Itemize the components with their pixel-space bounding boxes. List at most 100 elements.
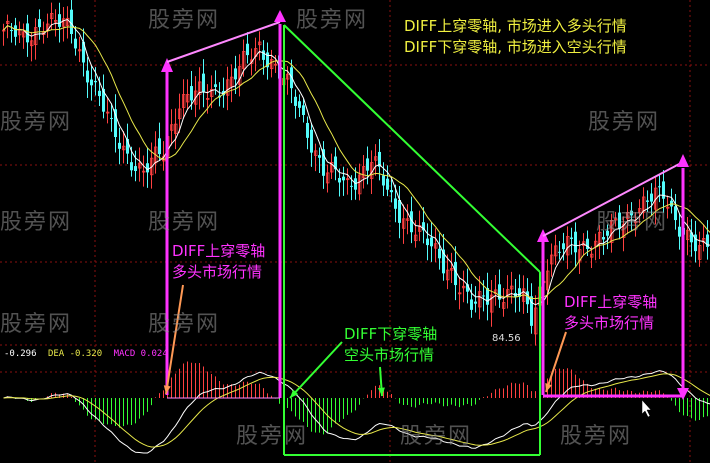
candle	[258, 41, 262, 46]
note-top-1: DIFF上穿零轴, 市场进入多头行情	[404, 17, 627, 35]
candle	[150, 157, 154, 176]
candle	[482, 295, 485, 297]
candle	[66, 17, 70, 26]
pointer-arrow-left	[165, 284, 184, 395]
candle	[270, 59, 274, 70]
watermark: 股旁网	[0, 210, 73, 235]
candle	[426, 238, 429, 246]
candle	[102, 88, 105, 112]
note-mid-1: DIFF下穿零轴	[344, 325, 438, 343]
pointer-arrow-icon	[545, 383, 552, 392]
candle	[586, 238, 589, 250]
pointer-arrow-icon	[163, 385, 171, 394]
candle	[202, 73, 205, 92]
candle	[562, 243, 565, 250]
note-right-2: 多头市场行情	[564, 314, 655, 332]
candle	[390, 190, 393, 193]
candle	[510, 285, 514, 290]
candle	[138, 162, 142, 169]
candle	[606, 230, 609, 236]
candle	[638, 208, 642, 214]
candle	[406, 218, 410, 221]
candle	[214, 84, 217, 87]
candle	[366, 158, 369, 171]
arrow-up-icon	[161, 58, 173, 72]
candle	[122, 145, 126, 151]
pointer-arrow-right	[545, 331, 567, 393]
candle	[498, 284, 501, 300]
candle	[302, 105, 305, 116]
candle	[198, 81, 202, 95]
candle	[306, 122, 309, 138]
candle	[582, 241, 586, 246]
candle	[570, 237, 573, 239]
candle	[350, 185, 353, 187]
annotation-left-trendline	[166, 21, 281, 63]
candle	[10, 30, 13, 32]
candle	[114, 109, 117, 138]
candle	[262, 50, 265, 60]
candle	[422, 222, 425, 231]
candle	[690, 232, 693, 243]
candle	[602, 237, 605, 240]
candle	[74, 38, 77, 49]
diff-line	[3, 370, 710, 454]
candle	[414, 234, 418, 242]
candle	[246, 43, 249, 56]
candle	[130, 162, 133, 171]
pointer-arrow-icon	[377, 387, 385, 396]
candle	[378, 151, 381, 167]
arrow-up-icon	[274, 10, 286, 22]
candle	[462, 285, 466, 289]
candle	[98, 90, 101, 97]
macd-label: MACD	[113, 349, 136, 359]
candle	[146, 163, 149, 173]
candle	[54, 19, 58, 23]
candle	[618, 212, 621, 229]
candle	[190, 86, 193, 101]
candle	[298, 101, 301, 108]
candle	[70, 9, 73, 35]
candle	[6, 20, 10, 24]
annotation-bear-trendline	[283, 24, 541, 273]
dea-label: DEA	[47, 349, 65, 359]
candle	[26, 23, 29, 43]
candle	[678, 226, 681, 237]
candle	[22, 31, 26, 38]
candle	[110, 117, 113, 119]
candle	[650, 193, 653, 202]
candle	[526, 291, 529, 305]
candle	[210, 88, 214, 97]
candle	[226, 79, 230, 96]
candle	[434, 243, 438, 249]
candle	[590, 253, 594, 258]
candle	[410, 211, 413, 233]
candle	[502, 302, 506, 309]
candle	[58, 14, 61, 27]
candle	[14, 25, 17, 37]
candle	[186, 94, 190, 103]
candle	[658, 186, 661, 188]
candle	[622, 223, 626, 238]
candle	[118, 142, 121, 149]
candle	[402, 218, 406, 229]
watermark: 股旁网	[596, 210, 669, 235]
candle	[418, 225, 422, 232]
note-left-2: 多头市场行情	[172, 263, 263, 281]
candle	[178, 108, 182, 120]
candle	[82, 41, 85, 63]
candle	[626, 211, 630, 220]
candle	[450, 268, 454, 271]
candle	[106, 111, 110, 114]
candle	[62, 18, 66, 27]
watermark: 股旁网	[148, 210, 221, 235]
candle	[438, 248, 441, 259]
arrow-up-icon	[677, 154, 689, 167]
candle	[326, 172, 330, 184]
candle	[398, 200, 401, 223]
candle	[478, 291, 482, 308]
candle	[242, 51, 246, 69]
note-top-2: DIFF下穿零轴, 市场进入空头行情	[404, 38, 627, 56]
candle	[346, 178, 350, 181]
